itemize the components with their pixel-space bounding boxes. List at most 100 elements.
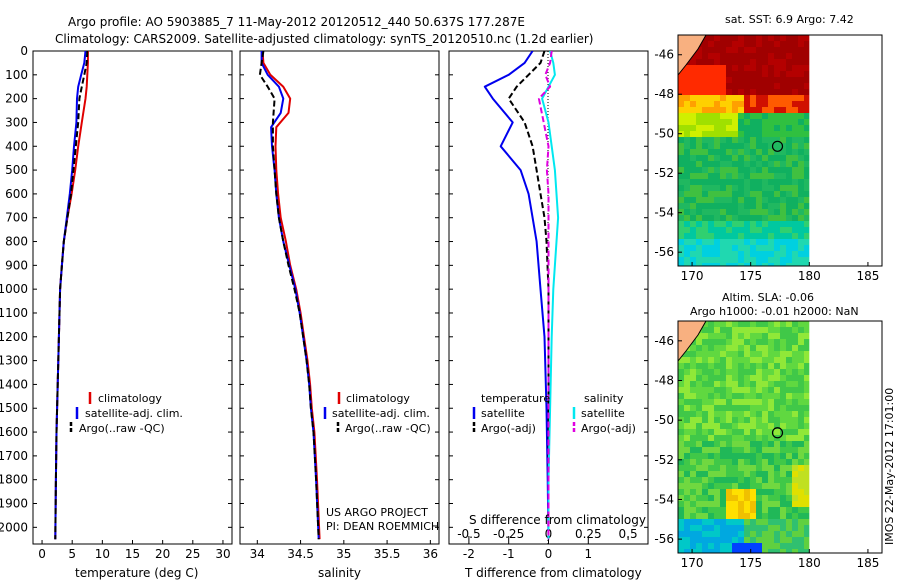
map-cell bbox=[726, 525, 732, 531]
map-cell bbox=[792, 77, 798, 83]
map-cell bbox=[780, 95, 786, 101]
map-cell bbox=[804, 363, 810, 369]
map-cell bbox=[756, 71, 762, 77]
map-cell bbox=[762, 465, 768, 471]
map-cell bbox=[738, 77, 744, 83]
map-cell bbox=[786, 489, 792, 495]
map-cell bbox=[798, 197, 804, 203]
map-cell bbox=[702, 89, 708, 95]
map-cell bbox=[786, 369, 792, 375]
map-cell bbox=[804, 215, 810, 221]
map-cell bbox=[696, 375, 702, 381]
map-cell bbox=[720, 173, 726, 179]
map-cell bbox=[762, 227, 768, 233]
map-cell bbox=[702, 465, 708, 471]
map-cell bbox=[768, 393, 774, 399]
map-cell bbox=[720, 71, 726, 77]
map-y-tick-label: -48 bbox=[654, 87, 674, 101]
map-cell bbox=[690, 161, 696, 167]
map-cell bbox=[678, 405, 684, 411]
map-cell bbox=[798, 513, 804, 519]
map-cell bbox=[768, 95, 774, 101]
map-cell bbox=[798, 345, 804, 351]
map-cell bbox=[732, 357, 738, 363]
map-cell bbox=[708, 537, 714, 543]
map-cell bbox=[720, 357, 726, 363]
map-cell bbox=[744, 495, 750, 501]
map-cell bbox=[726, 143, 732, 149]
map-cell bbox=[750, 89, 756, 95]
map-cell bbox=[774, 477, 780, 483]
map-cell bbox=[690, 233, 696, 239]
map-cell bbox=[708, 345, 714, 351]
map-cell bbox=[786, 203, 792, 209]
map-cell bbox=[696, 393, 702, 399]
map-cell bbox=[732, 155, 738, 161]
map-cell bbox=[768, 483, 774, 489]
map-cell bbox=[714, 245, 720, 251]
map-cell bbox=[714, 257, 720, 263]
series-line bbox=[483, 51, 550, 540]
map-cell bbox=[780, 47, 786, 53]
map-cell bbox=[702, 441, 708, 447]
map-cell bbox=[708, 333, 714, 339]
map-cell bbox=[786, 185, 792, 191]
map-cell bbox=[786, 519, 792, 525]
map-cell bbox=[804, 411, 810, 417]
map-cell bbox=[774, 537, 780, 543]
map-cell bbox=[744, 119, 750, 125]
map-cell bbox=[726, 227, 732, 233]
map-cell bbox=[792, 35, 798, 41]
map-cell bbox=[798, 143, 804, 149]
map-cell bbox=[702, 107, 708, 113]
map-cell bbox=[798, 369, 804, 375]
map-cell bbox=[798, 399, 804, 405]
map-cell bbox=[774, 245, 780, 251]
map-cell bbox=[684, 435, 690, 441]
map-cell bbox=[780, 465, 786, 471]
map-cell bbox=[762, 221, 768, 227]
map-cell bbox=[786, 333, 792, 339]
map-cell bbox=[804, 453, 810, 459]
map-cell bbox=[756, 381, 762, 387]
map-cell bbox=[768, 149, 774, 155]
map-cell bbox=[684, 423, 690, 429]
map-cell bbox=[684, 357, 690, 363]
map-cell bbox=[786, 227, 792, 233]
map-cell bbox=[720, 543, 726, 549]
map-cell bbox=[690, 435, 696, 441]
map-cell bbox=[708, 417, 714, 423]
map-cell bbox=[732, 411, 738, 417]
map-cell bbox=[678, 173, 684, 179]
legend-temp-satellite: satellite bbox=[481, 407, 525, 420]
map-cell bbox=[774, 77, 780, 83]
map-cell bbox=[690, 125, 696, 131]
map-cell bbox=[732, 77, 738, 83]
map-cell bbox=[702, 369, 708, 375]
map-cell bbox=[792, 65, 798, 71]
map-cell bbox=[762, 125, 768, 131]
map-cell bbox=[744, 537, 750, 543]
map-cell bbox=[786, 387, 792, 393]
map-cell bbox=[690, 495, 696, 501]
map-cell bbox=[762, 339, 768, 345]
map-cell bbox=[678, 441, 684, 447]
map-cell bbox=[738, 489, 744, 495]
map-cell bbox=[780, 387, 786, 393]
map-cell bbox=[708, 47, 714, 53]
map-cell bbox=[726, 149, 732, 155]
map-cell bbox=[726, 435, 732, 441]
map-cell bbox=[774, 465, 780, 471]
map-cell bbox=[714, 513, 720, 519]
map-cell bbox=[738, 257, 744, 263]
series-line bbox=[258, 51, 320, 540]
float-position-marker bbox=[771, 140, 784, 152]
map-cell bbox=[792, 459, 798, 465]
map-cell bbox=[762, 59, 768, 65]
map-cell bbox=[720, 137, 726, 143]
map-cell bbox=[798, 53, 804, 59]
map-cell bbox=[750, 179, 756, 185]
map-cell bbox=[726, 209, 732, 215]
map-cell bbox=[798, 83, 804, 89]
map-cell bbox=[708, 95, 714, 101]
